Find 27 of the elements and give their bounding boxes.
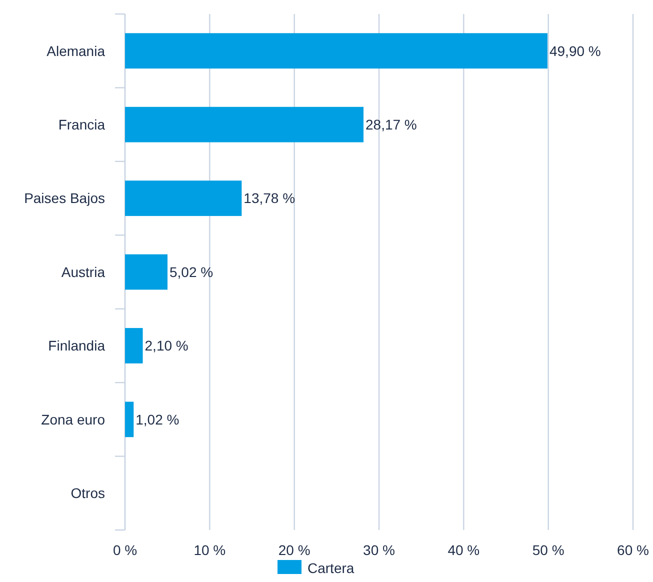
- legend-label: Cartera: [308, 560, 354, 576]
- text: 13,78 %: [244, 190, 296, 206]
- x-tick-label: 20 %: [278, 542, 310, 558]
- x-tick-label: 10 %: [194, 542, 226, 558]
- y-tick-label: Alemania: [46, 42, 106, 59]
- text: 2,10 %: [144, 338, 188, 354]
- y-tick-label: Finlandia: [48, 338, 106, 354]
- bar: [125, 328, 143, 364]
- text: 1,02 %: [136, 411, 180, 428]
- x-tick-label: 30 %: [363, 542, 395, 558]
- text: 28,17 %: [366, 116, 417, 132]
- x-tick-label: 40 %: [448, 542, 480, 558]
- y-tick-label: Zona euro: [41, 411, 106, 428]
- text: 49,90 %: [549, 42, 601, 59]
- bar: [125, 33, 548, 69]
- x-tick-label: 0 %: [112, 542, 138, 558]
- y-tick-label: Otros: [70, 485, 105, 502]
- bar: [125, 402, 134, 438]
- y-tick-label: Paises Bajos: [24, 190, 105, 206]
- x-tick-label: 60 %: [617, 542, 649, 558]
- text: 5,02 %: [170, 264, 214, 280]
- x-tick-label: 50 %: [532, 542, 564, 558]
- y-tick-label: Francia: [58, 116, 106, 132]
- bar: [125, 254, 168, 290]
- bar: [125, 106, 364, 142]
- bar: [125, 180, 242, 216]
- y-tick-label: Austria: [61, 264, 106, 280]
